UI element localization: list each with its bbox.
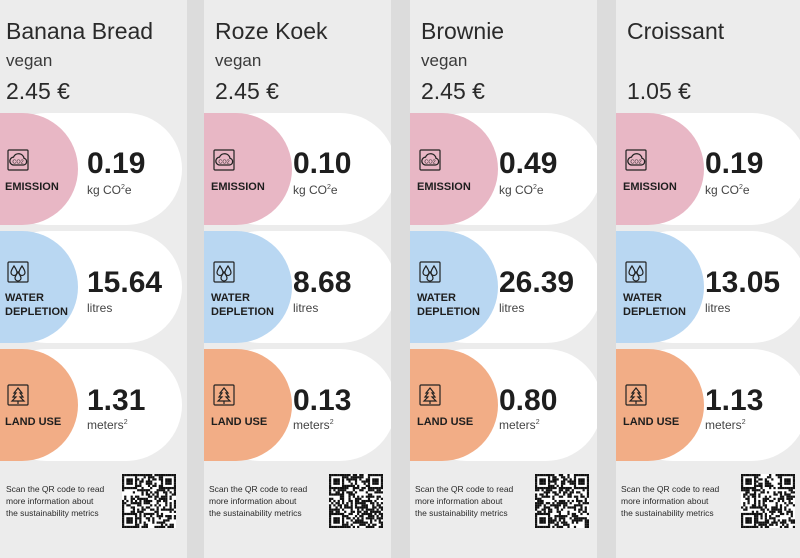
water-metric: WATER DEPLETION 15.64 litres	[0, 231, 182, 343]
water-unit: litres	[293, 301, 319, 315]
water-blob	[410, 231, 498, 343]
qr-code-icon[interactable]	[329, 474, 383, 528]
product-price: 1.05 €	[627, 78, 691, 104]
water-label: WATER DEPLETION	[623, 292, 686, 318]
land-unit: meters2	[705, 418, 746, 432]
land-label: LAND USE	[5, 416, 62, 428]
product-name: Brownie	[421, 18, 505, 44]
land-value: 0.13	[293, 384, 352, 417]
svg-text:CO2: CO2	[424, 160, 435, 166]
land-unit: meters2	[499, 418, 540, 432]
qr-code-icon[interactable]	[741, 474, 795, 528]
land-unit: meters2	[87, 418, 128, 432]
tree-icon	[625, 384, 647, 406]
water-value: 8.68	[293, 266, 352, 299]
water-drops-icon	[7, 261, 29, 283]
water-drops-icon	[213, 261, 235, 283]
emission-blob	[204, 113, 292, 225]
emission-label: EMISSION	[5, 181, 59, 193]
water-value: 26.39	[499, 266, 575, 299]
co2-cloud-icon: CO2	[419, 149, 441, 171]
emission-unit: kg CO2e	[87, 183, 132, 197]
tree-icon	[7, 384, 29, 406]
emission-value: 0.10	[293, 147, 352, 180]
qr-code-icon[interactable]	[122, 474, 176, 528]
emission-blob	[410, 113, 498, 225]
emission-blob	[616, 113, 704, 225]
qr-instructions: Scan the QR code to read more information…	[6, 484, 105, 518]
qr-instructions: Scan the QR code to read more information…	[209, 484, 308, 518]
water-unit: litres	[705, 301, 731, 315]
product-diet: vegan	[421, 51, 468, 70]
emission-metric: CO2 EMISSION 0.49 kg CO2e	[410, 113, 597, 225]
land-metric: LAND USE 0.80 meters2	[410, 349, 597, 461]
land-value: 1.13	[705, 384, 764, 417]
emission-label: EMISSION	[417, 181, 471, 193]
co2-cloud-icon: CO2	[7, 149, 29, 171]
product-name: Croissant	[627, 18, 725, 44]
water-drops-icon	[625, 261, 647, 283]
product-card: Croissant 1.05 € CO2 EMISSION 0.19 kg CO…	[616, 0, 800, 558]
emission-metric: CO2 EMISSION 0.10 kg CO2e	[204, 113, 391, 225]
product-price: 2.45 €	[6, 78, 70, 104]
emission-value: 0.19	[87, 147, 146, 180]
emission-label: EMISSION	[211, 181, 265, 193]
emission-metric: CO2 EMISSION 0.19 kg CO2e	[616, 113, 800, 225]
emission-metric: CO2 EMISSION 0.19 kg CO2e	[0, 113, 182, 225]
co2-cloud-icon: CO2	[213, 149, 235, 171]
product-price: 2.45 €	[215, 78, 279, 104]
water-blob	[616, 231, 704, 343]
co2-cloud-icon: CO2	[625, 149, 647, 171]
land-label: LAND USE	[417, 416, 474, 428]
product-diet: vegan	[6, 51, 53, 70]
svg-text:CO2: CO2	[630, 160, 641, 166]
land-metric: LAND USE 1.31 meters2	[0, 349, 182, 461]
water-value: 15.64	[87, 266, 163, 299]
product-name: Roze Koek	[215, 18, 328, 44]
emission-value: 0.19	[705, 147, 764, 180]
land-value: 1.31	[87, 384, 146, 417]
qr-code-icon[interactable]	[535, 474, 589, 528]
emission-unit: kg CO2e	[499, 183, 544, 197]
product-name: Banana Bread	[6, 18, 154, 44]
svg-text:CO2: CO2	[12, 160, 23, 166]
water-drops-icon	[419, 261, 441, 283]
land-value: 0.80	[499, 384, 558, 417]
water-metric: WATER DEPLETION 13.05 litres	[616, 231, 800, 343]
water-blob	[204, 231, 292, 343]
water-blob	[0, 231, 78, 343]
emission-label: EMISSION	[623, 181, 677, 193]
product-card: Roze Koek vegan 2.45 € CO2 EMISSION 0.10…	[204, 0, 391, 558]
product-card: Brownie vegan 2.45 € CO2 EMISSION 0.49 k…	[410, 0, 597, 558]
product-price: 2.45 €	[421, 78, 485, 104]
emission-unit: kg CO2e	[293, 183, 338, 197]
tree-icon	[419, 384, 441, 406]
water-label: WATER DEPLETION	[417, 292, 480, 318]
product-diet: vegan	[215, 51, 262, 70]
qr-instructions: Scan the QR code to read more information…	[621, 484, 720, 518]
land-unit: meters2	[293, 418, 334, 432]
emission-value: 0.49	[499, 147, 558, 180]
qr-instructions: Scan the QR code to read more information…	[415, 484, 514, 518]
land-label: LAND USE	[211, 416, 268, 428]
tree-icon	[213, 384, 235, 406]
water-label: WATER DEPLETION	[211, 292, 274, 318]
land-label: LAND USE	[623, 416, 680, 428]
land-metric: LAND USE 0.13 meters2	[204, 349, 391, 461]
emission-unit: kg CO2e	[705, 183, 750, 197]
water-unit: litres	[87, 301, 113, 315]
product-card: Banana Bread vegan 2.45 € CO2 EMISSION 0…	[0, 0, 187, 558]
land-metric: LAND USE 1.13 meters2	[616, 349, 800, 461]
svg-text:CO2: CO2	[218, 160, 229, 166]
water-unit: litres	[499, 301, 525, 315]
water-value: 13.05	[705, 266, 781, 299]
water-metric: WATER DEPLETION 8.68 litres	[204, 231, 391, 343]
water-metric: WATER DEPLETION 26.39 litres	[410, 231, 597, 343]
water-label: WATER DEPLETION	[5, 292, 68, 318]
